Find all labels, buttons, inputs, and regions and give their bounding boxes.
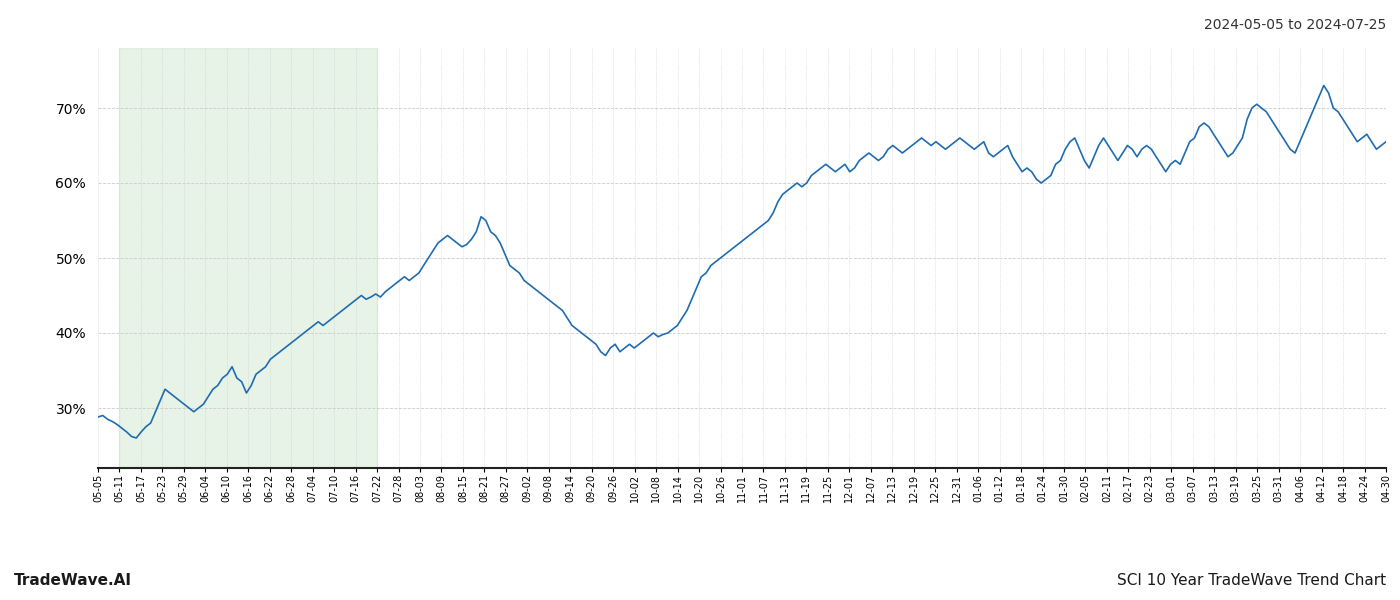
Text: TradeWave.AI: TradeWave.AI xyxy=(14,573,132,588)
Text: 2024-05-05 to 2024-07-25: 2024-05-05 to 2024-07-25 xyxy=(1204,18,1386,32)
Text: SCI 10 Year TradeWave Trend Chart: SCI 10 Year TradeWave Trend Chart xyxy=(1117,573,1386,588)
Bar xyxy=(119,48,377,468)
